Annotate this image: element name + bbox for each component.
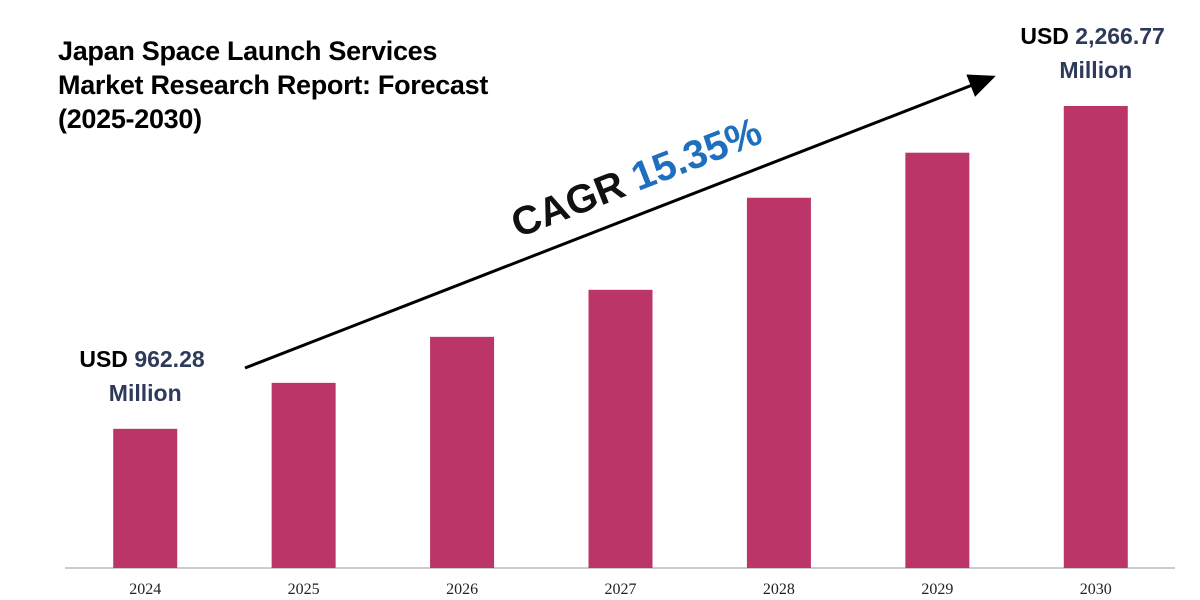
bar [271, 382, 336, 568]
trend-arrow [244, 74, 996, 370]
value-label: USD 962.28 Million [79, 346, 211, 406]
cagr-annotation: CAGR 15.35% [505, 109, 767, 246]
x-tick-label: 2026 [446, 581, 478, 598]
bar [588, 289, 653, 568]
x-tick-label: 2024 [129, 581, 161, 598]
x-tick-label: 2025 [288, 581, 320, 598]
x-tick-label: 2030 [1080, 581, 1112, 598]
chart-title: Japan Space Launch Services Market Resea… [58, 36, 489, 134]
value-label: USD 2,266.77 Million [1020, 23, 1171, 83]
cagr-value: 15.35% [625, 109, 767, 199]
bar [430, 336, 495, 568]
x-tick-label: 2027 [605, 581, 637, 598]
cagr-label: CAGR [505, 163, 631, 247]
bar [905, 152, 970, 568]
x-tick-label: 2028 [763, 581, 795, 598]
bar [1063, 105, 1128, 568]
x-tick-label: 2029 [921, 581, 953, 598]
bar [746, 197, 811, 569]
bar [113, 428, 178, 568]
